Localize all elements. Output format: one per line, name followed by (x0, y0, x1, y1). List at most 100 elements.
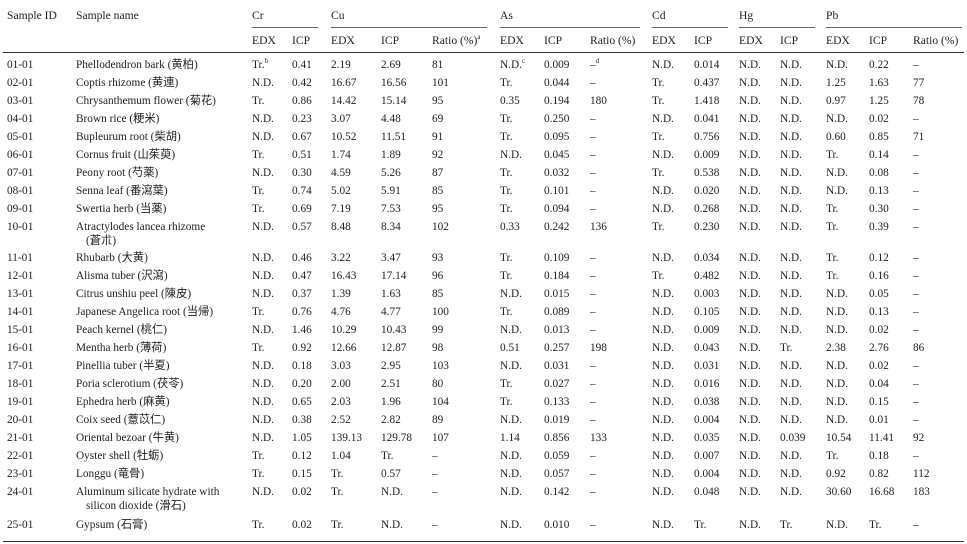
cell-cd-edx: N.D. (652, 414, 674, 426)
cell-sample-name: Brown rice (粳米) (76, 113, 160, 125)
cell-id: 20-01 (7, 414, 34, 426)
cell-cu-ratio: 85 (432, 185, 444, 197)
cell-cr-icp: 0.67 (292, 131, 312, 143)
cell-id: 13-01 (7, 288, 34, 300)
cell-cu-ratio: 92 (432, 149, 444, 161)
cell-pb-ratio: – (913, 203, 919, 215)
cell-pb-edx: 0.97 (826, 95, 846, 107)
cell-pb-edx: 0.92 (826, 468, 846, 480)
footnote-marker: b (264, 57, 268, 66)
cell-cu-edx: 139.13 (331, 432, 363, 444)
cell-sample-name: Rhubarb (大黄) (76, 252, 148, 264)
cell-id: 05-01 (7, 131, 34, 143)
cell-cr-icp: 0.38 (292, 414, 312, 426)
cell-pb-edx: N.D. (826, 167, 848, 179)
cell-as-icp: 0.032 (544, 167, 570, 179)
cell-hg-icp: N.D. (780, 77, 802, 89)
cell-hg-icp: N.D. (780, 450, 802, 462)
cell-cd-icp: 0.048 (694, 486, 720, 498)
cell-sample-name: Cornus fruit (山茱萸) (76, 149, 176, 161)
cell-as-icp: 0.101 (544, 185, 570, 197)
cell-hg-edx: N.D. (739, 378, 761, 390)
cell-hg-edx: N.D. (739, 324, 761, 336)
cell-pb-icp: 0.02 (869, 113, 889, 125)
cell-cr-icp: 0.02 (292, 519, 312, 531)
cell-pb-edx: N.D. (826, 414, 848, 426)
cell-as-edx: Tr. (500, 270, 513, 282)
cell-hg-icp: N.D. (780, 486, 802, 498)
subheader-cr-icp: ICP (292, 34, 311, 47)
cell-cd-icp: 1.418 (694, 95, 720, 107)
cell-pb-edx: N.D. (826, 306, 848, 318)
cell-cd-icp: 0.035 (694, 432, 720, 444)
cell-pb-edx: N.D. (826, 519, 848, 531)
cell-pb-edx: Tr. (826, 252, 839, 264)
cell-cd-edx: N.D. (652, 203, 674, 215)
cell-as-edx: 0.33 (500, 221, 520, 233)
cell-pb-ratio: – (913, 221, 919, 233)
cell-hg-icp: N.D. (780, 203, 802, 215)
cell-cd-edx: Tr. (652, 77, 665, 89)
cell-cu-edx: 12.66 (331, 342, 357, 354)
cell-cd-icp: 0.009 (694, 149, 720, 161)
cell-as-ratio: – (590, 378, 596, 390)
header-group-cd: Cd (652, 9, 666, 22)
cell-cd-edx: N.D. (652, 324, 674, 336)
cell-pb-icp: 2.76 (869, 342, 889, 354)
cell-pb-ratio: – (913, 378, 919, 390)
cell-cu-icp: N.D. (381, 486, 403, 498)
cell-as-ratio: – (590, 167, 596, 179)
cell-pb-icp: 0.16 (869, 270, 889, 282)
cell-pb-edx: 10.54 (826, 432, 852, 444)
cell-pb-ratio: 71 (913, 131, 925, 143)
cell-sample-name: Swertia herb (当薬) (76, 203, 167, 215)
cell-cu-icp: Tr. (381, 450, 394, 462)
cell-hg-edx: N.D. (739, 432, 761, 444)
cell-cd-icp: 0.007 (694, 450, 720, 462)
cell-as-ratio: – (590, 203, 596, 215)
cell-hg-edx: N.D. (739, 486, 761, 498)
footnote-a: a (477, 33, 481, 42)
cell-as-icp: 0.194 (544, 95, 570, 107)
cell-cd-edx: Tr. (652, 221, 665, 233)
cell-hg-icp: N.D. (780, 113, 802, 125)
cell-pb-icp: 0.82 (869, 468, 889, 480)
cell-cr-edx: Tr. (252, 306, 265, 318)
cell-pb-icp: 0.14 (869, 149, 889, 161)
cell-cu-ratio: 95 (432, 95, 444, 107)
cell-as-ratio: – (590, 450, 596, 462)
cell-cd-icp: 0.230 (694, 221, 720, 233)
cell-as-edx: Tr. (500, 113, 513, 125)
cell-cu-icp: 1.96 (381, 396, 401, 408)
cell-hg-icp: Tr. (780, 519, 793, 531)
cell-as-edx: N.D. (500, 360, 522, 372)
cell-cd-icp: 0.031 (694, 360, 720, 372)
cell-cd-edx: N.D. (652, 378, 674, 390)
cell-hg-icp: N.D. (780, 378, 802, 390)
cell-hg-icp: Tr. (780, 342, 793, 354)
cell-pb-icp: 0.01 (869, 414, 889, 426)
header-group-cr: Cr (252, 9, 264, 22)
cell-as-ratio: 136 (590, 221, 607, 233)
cell-pb-icp: 0.22 (869, 59, 889, 71)
cell-pb-edx: Tr. (826, 221, 839, 233)
cell-pb-icp: 1.63 (869, 77, 889, 89)
cell-pb-edx: N.D. (826, 59, 848, 71)
cell-hg-edx: N.D. (739, 95, 761, 107)
cell-cd-icp: 0.538 (694, 167, 720, 179)
cell-cr-edx: N.D. (252, 113, 274, 125)
cell-as-ratio: – (590, 324, 596, 336)
cell-cr-edx: N.D. (252, 167, 274, 179)
cu-group-rule (331, 27, 487, 28)
cell-pb-ratio: – (913, 396, 919, 408)
cell-as-ratio: – (590, 288, 596, 300)
cell-sample-name: Coptis rhizome (黄連) (76, 77, 179, 89)
cell-as-ratio: – (590, 486, 596, 498)
cell-sample-name: Phellodendron bark (黄柏) (76, 59, 198, 71)
cell-cu-icp: 1.89 (381, 149, 401, 161)
cell-cd-edx: N.D. (652, 113, 674, 125)
cell-cr-icp: 1.46 (292, 324, 312, 336)
cell-as-icp: 0.856 (544, 432, 570, 444)
cell-hg-icp: N.D. (780, 270, 802, 282)
cell-as-icp: 0.250 (544, 113, 570, 125)
